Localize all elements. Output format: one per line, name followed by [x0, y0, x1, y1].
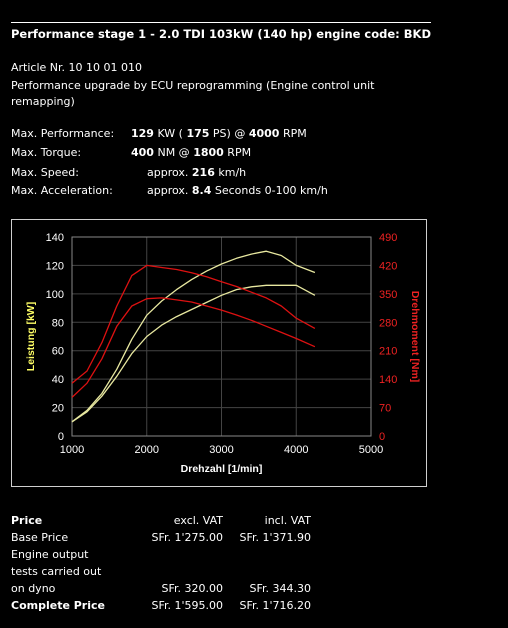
price-header-row: Price excl. VAT incl. VAT [11, 512, 331, 529]
y-tick-label: 120 [46, 260, 64, 272]
price-total-label: Complete Price [11, 599, 105, 612]
price-row: Engine output [11, 546, 331, 563]
y-tick-label: 0 [58, 431, 64, 443]
spec-label: Max. Torque: [11, 146, 82, 159]
price-row: tests carried out [11, 563, 331, 580]
price-row-label: Engine output [11, 548, 89, 561]
price-header-incl: incl. VAT [264, 514, 311, 527]
top-rule [11, 22, 431, 23]
price-row-label: on dyno [11, 582, 56, 595]
x-axis-title: Drehzahl [1/min] [181, 463, 263, 475]
y2-tick-label: 420 [379, 260, 397, 272]
price-row-excl: SFr. 1'275.00 [151, 531, 223, 544]
y-tick-label: 100 [46, 289, 64, 301]
price-row-incl: SFr. 1'371.90 [239, 531, 311, 544]
y-tick-label: 40 [52, 374, 64, 386]
dyno-chart-svg: 0 20 40 60 80 100 120 140 0 70 140 210 280 350 420 490 1… [25, 232, 421, 475]
y-tick-label: 80 [52, 317, 64, 329]
y2-tick-label: 140 [379, 374, 397, 386]
price-row-incl: SFr. 344.30 [249, 582, 311, 595]
price-header-label: Price [11, 514, 43, 527]
y2-tick-label: 70 [379, 403, 391, 415]
y2-tick-label: 280 [379, 317, 397, 329]
price-header-excl: excl. VAT [173, 514, 223, 527]
price-total-row: Complete Price SFr. 1'595.00 SFr. 1'716.… [11, 597, 331, 614]
y2-axis-title: Drehmoment [Nm] [409, 291, 421, 383]
y-axis-title: Leistung [kW] [25, 302, 37, 371]
price-total-incl: SFr. 1'716.20 [239, 599, 311, 612]
y2-tick-label: 0 [379, 431, 385, 443]
description: Performance upgrade by ECU reprogramming… [11, 79, 375, 108]
y2-tick-label: 490 [379, 232, 397, 244]
price-row-excl: SFr. 320.00 [161, 582, 223, 595]
price-row-label: tests carried out [11, 565, 102, 578]
spec-label: Max. Acceleration: [11, 184, 113, 197]
spec-label: Max. Performance: [11, 127, 115, 140]
spec-value: approx. 216 km/h [147, 166, 247, 179]
article-number: Article Nr. 10 10 01 010 [11, 61, 142, 74]
x-tick-label: 5000 [359, 444, 383, 456]
x-tick-label: 4000 [284, 444, 308, 456]
y-tick-label: 20 [52, 403, 64, 415]
y2-tick-label: 350 [379, 289, 397, 301]
series-line-torque_stock [71, 297, 316, 398]
spec-value: approx. 8.4 Seconds 0-100 km/h [147, 184, 328, 197]
price-row: Base Price SFr. 1'275.00 SFr. 1'371.90 [11, 529, 331, 546]
y2-tick-label: 210 [379, 346, 397, 358]
price-total-excl: SFr. 1'595.00 [151, 599, 223, 612]
dyno-chart: 0 20 40 60 80 100 120 140 0 70 140 210 280 350 420 490 1… [11, 219, 427, 487]
spec-value: 129 KW ( 175 PS) @ 4000 RPM [131, 127, 307, 140]
price-row: on dyno SFr. 320.00 SFr. 344.30 [11, 580, 331, 597]
x-tick-label: 2000 [135, 444, 159, 456]
series-line-torque_tuned [71, 264, 316, 384]
series-line-power_tuned [71, 250, 316, 423]
x-tick-label: 3000 [209, 444, 233, 456]
spec-value: 400 NM @ 1800 RPM [131, 146, 252, 159]
spec-label: Max. Speed: [11, 166, 79, 179]
price-row-label: Base Price [11, 531, 69, 544]
page-title: Performance stage 1 - 2.0 TDI 103kW (140… [11, 27, 432, 41]
series-line-power_stock [71, 284, 316, 423]
y-tick-label: 60 [52, 346, 64, 358]
y-tick-label: 140 [46, 232, 64, 244]
x-tick-label: 1000 [60, 444, 84, 456]
plot-area [71, 236, 372, 437]
